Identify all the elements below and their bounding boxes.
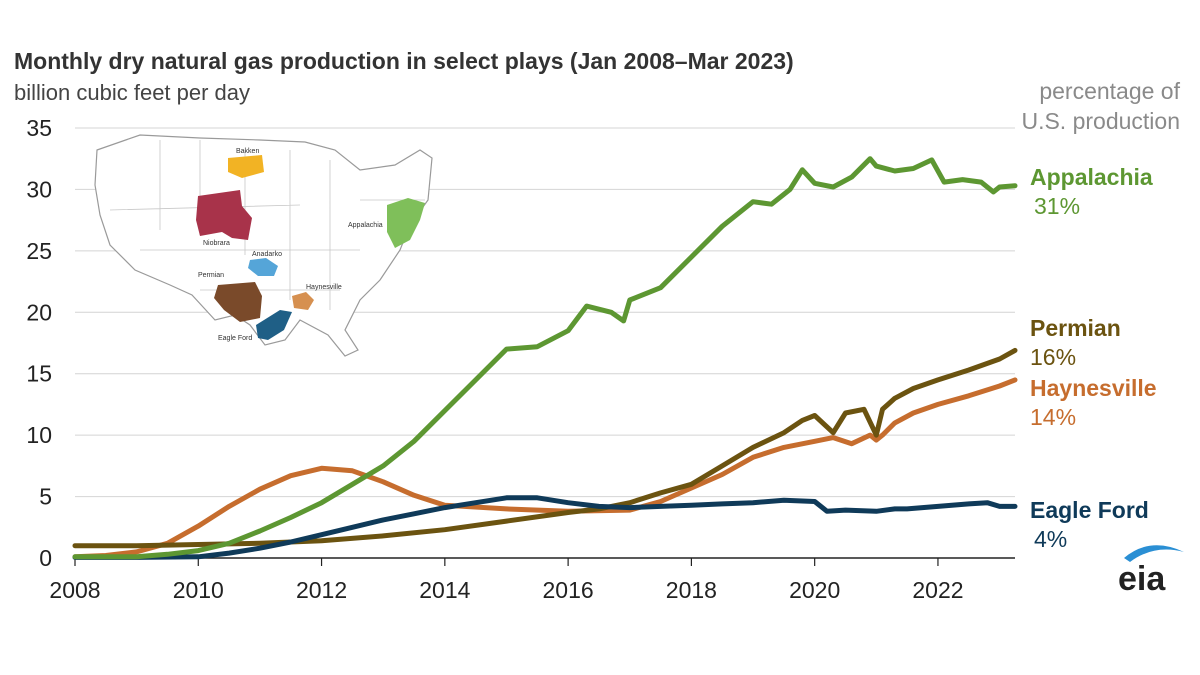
y-tick-label: 35 bbox=[26, 115, 52, 141]
map-label-eagle-ford: Eagle Ford bbox=[218, 335, 252, 342]
eagle-ford-play bbox=[256, 310, 292, 340]
x-tick-label: 2018 bbox=[666, 577, 717, 603]
legend-appalachia-share: 31% bbox=[1034, 193, 1081, 219]
y-tick-label: 15 bbox=[26, 361, 52, 387]
x-tick-label: 2012 bbox=[296, 577, 347, 603]
y-tick-label: 30 bbox=[26, 176, 52, 202]
legend-eagle-ford: Eagle Ford 4% bbox=[1030, 496, 1149, 554]
x-tick-label: 2016 bbox=[543, 577, 594, 603]
legend-appalachia: Appalachia 31% bbox=[1030, 163, 1153, 221]
us-shale-plays-map: Bakken Niobrara Anadarko Appalachia Perm… bbox=[94, 134, 433, 357]
haynesville-play bbox=[292, 292, 314, 310]
series-line-appalachia bbox=[72, 156, 1018, 560]
x-tick-label: 2022 bbox=[912, 577, 963, 603]
map-label-permian: Permian bbox=[198, 272, 224, 279]
legend-haynesville-share: 14% bbox=[1030, 404, 1077, 430]
permian-play bbox=[214, 282, 262, 322]
eia-logo: eia bbox=[1118, 545, 1184, 598]
y-tick-label: 25 bbox=[26, 238, 52, 264]
bakken-play bbox=[228, 155, 264, 178]
x-tick-label: 2010 bbox=[173, 577, 224, 603]
map-label-niobrara: Niobrara bbox=[203, 240, 230, 247]
legend-haynesville: Haynesville 14% bbox=[1030, 374, 1157, 432]
eia-logo-swoosh bbox=[1124, 545, 1184, 562]
legend-permian-name: Permian bbox=[1030, 315, 1121, 341]
legend-permian: Permian 16% bbox=[1030, 314, 1121, 372]
legend-eagle-ford-name: Eagle Ford bbox=[1030, 497, 1149, 523]
chart-subtitle: billion cubic feet per day bbox=[14, 80, 251, 105]
percentage-note: percentage of U.S. production bbox=[990, 76, 1180, 136]
x-tick-label: 2008 bbox=[49, 577, 100, 603]
legend-permian-share: 16% bbox=[1030, 344, 1077, 370]
series-line-haynesville bbox=[72, 377, 1018, 560]
y-tick-label: 5 bbox=[39, 484, 52, 510]
y-axis-ticks: 0 5 10 15 20 25 30 35 bbox=[26, 115, 52, 571]
y-tick-label: 20 bbox=[26, 299, 52, 325]
y-tick-label: 10 bbox=[26, 422, 52, 448]
series-line-permian bbox=[72, 347, 1018, 549]
niobrara-play bbox=[196, 190, 252, 240]
legend-haynesville-name: Haynesville bbox=[1030, 375, 1157, 401]
legend-eagle-ford-share: 4% bbox=[1034, 526, 1068, 552]
us-outline bbox=[94, 134, 433, 357]
x-axis-ticks: 2008 2010 2012 2014 2016 2018 2020 2022 bbox=[49, 558, 964, 603]
percentage-note-line2: U.S. production bbox=[1021, 108, 1180, 134]
x-tick-label: 2020 bbox=[789, 577, 840, 603]
map-label-anadarko: Anadarko bbox=[252, 251, 282, 258]
series-line-eagle-ford bbox=[72, 495, 1018, 560]
series-lines bbox=[72, 156, 1018, 560]
map-label-haynesville: Haynesville bbox=[306, 284, 342, 291]
percentage-note-line1: percentage of bbox=[1039, 78, 1180, 104]
chart-title: Monthly dry natural gas production in se… bbox=[14, 48, 794, 74]
x-tick-label: 2014 bbox=[419, 577, 470, 603]
appalachia-play bbox=[387, 198, 425, 248]
map-label-bakken: Bakken bbox=[236, 148, 259, 155]
eia-logo-text: eia bbox=[1118, 560, 1166, 598]
anadarko-play bbox=[248, 258, 278, 276]
map-label-appalachia: Appalachia bbox=[348, 222, 383, 229]
y-tick-label: 0 bbox=[39, 545, 52, 571]
legend-appalachia-name: Appalachia bbox=[1030, 164, 1153, 190]
